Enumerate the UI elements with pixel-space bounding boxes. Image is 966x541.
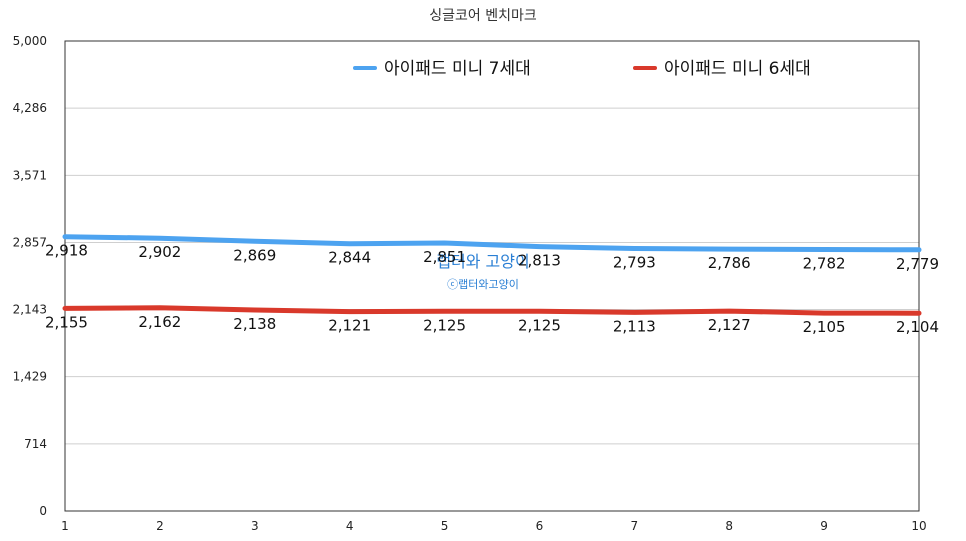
data-label: 2,844: [328, 249, 371, 267]
x-tick-label: 3: [251, 519, 259, 533]
x-tick-label: 8: [725, 519, 733, 533]
data-label: 2,918: [45, 242, 88, 260]
data-label: 2,793: [613, 253, 656, 271]
data-labels: 2,918 2,902 2,869 2,844 2,851 2,813 2,793 2,786…: [45, 242, 939, 337]
data-label: 2,162: [138, 313, 181, 331]
chart-legend: 아이패드 미니 7세대 아이패드 미니 6세대: [353, 59, 811, 79]
x-axis-ticks: 1 2 3 4 5 6 7 8 9 10: [61, 519, 926, 533]
data-label: 2,782: [803, 254, 846, 272]
legend-label-mini7: 아이패드 미니 7세대: [384, 59, 531, 79]
series-lines: [62, 234, 922, 316]
y-tick-label: 0: [39, 504, 47, 518]
x-tick-label: 7: [631, 519, 639, 533]
chart-gridlines: [65, 107, 919, 445]
series-line-mini7: [62, 234, 922, 253]
series-line-mini6: [62, 305, 922, 316]
y-tick-label: 2,143: [13, 303, 47, 317]
data-label: 2,127: [708, 316, 751, 334]
y-tick-label: 714: [24, 437, 47, 451]
data-label: 2,125: [518, 316, 561, 334]
data-label: 2,125: [423, 316, 466, 334]
y-axis-ticks: 0 714 1,429 2,143 2,857 3,571 4,286 5,000: [13, 34, 47, 518]
data-label: 2,869: [233, 246, 276, 264]
plot-area-frame: [64, 40, 920, 512]
data-label: 2,105: [803, 318, 846, 336]
x-tick-label: 4: [346, 519, 354, 533]
y-tick-label: 4,286: [13, 101, 47, 115]
data-label: 2,902: [138, 243, 181, 261]
watermark-main: 랩터와 고양이: [436, 252, 529, 271]
watermark-sub: ⓒ랩터와고양이: [447, 278, 519, 291]
legend-label-mini6: 아이패드 미니 6세대: [664, 59, 811, 79]
data-label: 2,138: [233, 315, 276, 333]
data-label: 2,786: [708, 254, 751, 272]
data-label: 2,813: [518, 252, 561, 270]
x-tick-label: 5: [441, 519, 449, 533]
y-tick-label: 1,429: [13, 370, 47, 384]
x-tick-label: 10: [911, 519, 926, 533]
x-tick-label: 1: [61, 519, 69, 533]
x-tick-label: 6: [536, 519, 544, 533]
y-tick-label: 2,857: [13, 235, 47, 249]
data-label: 2,113: [613, 317, 656, 335]
x-tick-label: 2: [156, 519, 164, 533]
data-label: 2,779: [896, 255, 939, 273]
chart-title: 싱글코어 벤치마크: [429, 8, 537, 24]
x-tick-label: 9: [820, 519, 828, 533]
y-tick-label: 5,000: [13, 34, 47, 48]
data-label: 2,851: [423, 248, 466, 266]
watermark: 랩터와 고양이 ⓒ랩터와고양이: [436, 252, 529, 291]
data-label: 2,121: [328, 317, 371, 335]
y-tick-label: 3,571: [13, 168, 47, 182]
data-label: 2,104: [896, 318, 939, 336]
data-label: 2,155: [45, 313, 88, 331]
